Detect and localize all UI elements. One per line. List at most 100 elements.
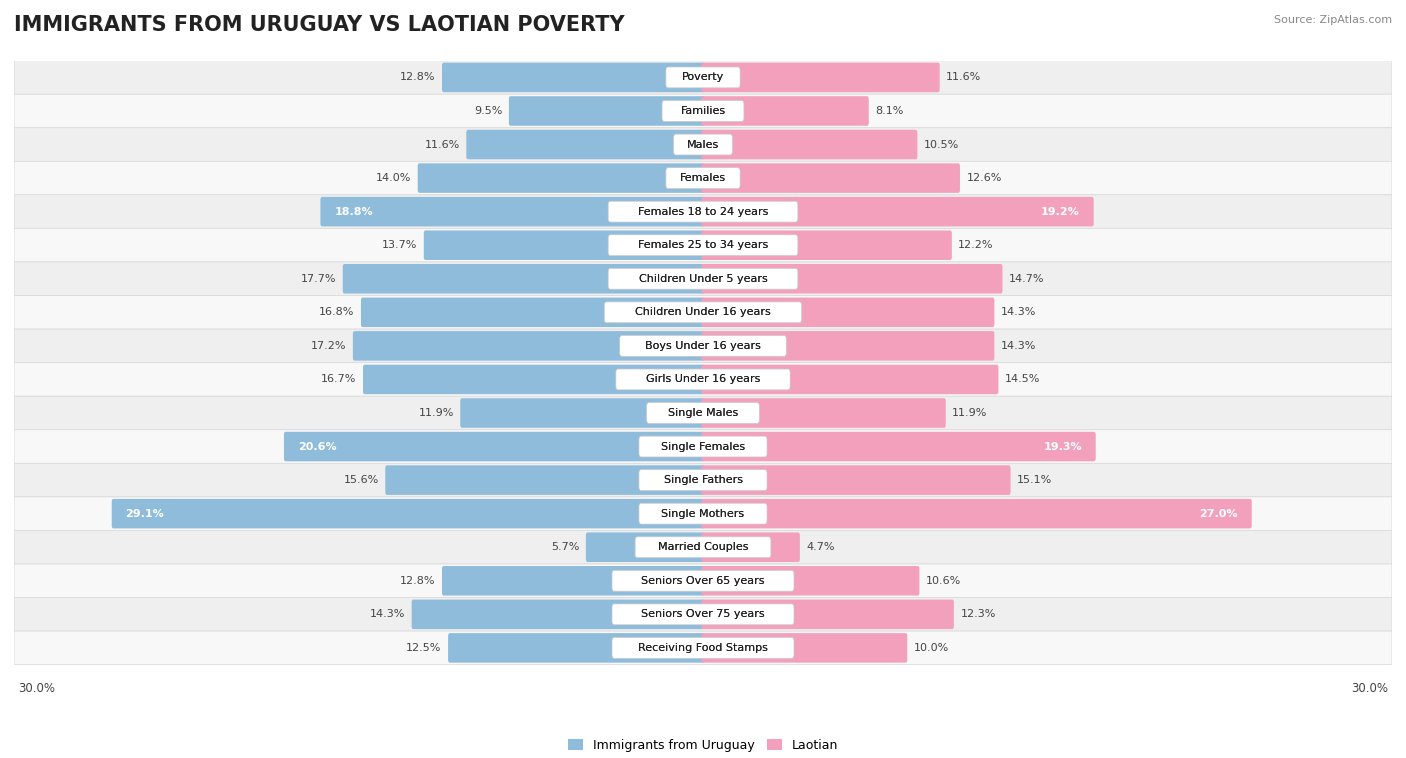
FancyBboxPatch shape bbox=[14, 430, 1392, 463]
FancyBboxPatch shape bbox=[14, 195, 1392, 228]
FancyBboxPatch shape bbox=[612, 637, 794, 658]
FancyBboxPatch shape bbox=[361, 298, 704, 327]
FancyBboxPatch shape bbox=[662, 101, 744, 121]
Text: Girls Under 16 years: Girls Under 16 years bbox=[645, 374, 761, 384]
Text: Children Under 5 years: Children Under 5 years bbox=[638, 274, 768, 283]
Text: Receiving Food Stamps: Receiving Food Stamps bbox=[638, 643, 768, 653]
Text: 16.7%: 16.7% bbox=[321, 374, 357, 384]
FancyBboxPatch shape bbox=[612, 570, 794, 591]
Text: 4.7%: 4.7% bbox=[807, 542, 835, 553]
FancyBboxPatch shape bbox=[14, 296, 1392, 329]
Text: 10.6%: 10.6% bbox=[927, 576, 962, 586]
Text: Single Fathers: Single Fathers bbox=[664, 475, 742, 485]
Text: 10.5%: 10.5% bbox=[924, 139, 959, 149]
Text: 9.5%: 9.5% bbox=[474, 106, 502, 116]
Text: 11.6%: 11.6% bbox=[946, 73, 981, 83]
FancyBboxPatch shape bbox=[423, 230, 704, 260]
Text: 15.6%: 15.6% bbox=[343, 475, 378, 485]
FancyBboxPatch shape bbox=[616, 369, 790, 390]
FancyBboxPatch shape bbox=[702, 331, 994, 361]
FancyBboxPatch shape bbox=[14, 329, 1392, 362]
Text: Single Fathers: Single Fathers bbox=[664, 475, 742, 485]
Text: 19.3%: 19.3% bbox=[1043, 442, 1083, 452]
FancyBboxPatch shape bbox=[509, 96, 704, 126]
FancyBboxPatch shape bbox=[14, 362, 1392, 396]
Text: Single Mothers: Single Mothers bbox=[661, 509, 745, 518]
FancyBboxPatch shape bbox=[702, 96, 869, 126]
Text: 13.7%: 13.7% bbox=[382, 240, 418, 250]
FancyBboxPatch shape bbox=[385, 465, 704, 495]
Text: 18.8%: 18.8% bbox=[335, 207, 373, 217]
Text: 14.5%: 14.5% bbox=[1005, 374, 1040, 384]
Text: 12.5%: 12.5% bbox=[406, 643, 441, 653]
FancyBboxPatch shape bbox=[14, 531, 1392, 564]
Text: 17.7%: 17.7% bbox=[301, 274, 336, 283]
FancyBboxPatch shape bbox=[673, 134, 733, 155]
Text: 12.6%: 12.6% bbox=[966, 173, 1002, 183]
FancyBboxPatch shape bbox=[702, 163, 960, 193]
Text: Children Under 5 years: Children Under 5 years bbox=[638, 274, 768, 283]
Text: Seniors Over 75 years: Seniors Over 75 years bbox=[641, 609, 765, 619]
Text: Source: ZipAtlas.com: Source: ZipAtlas.com bbox=[1274, 15, 1392, 25]
FancyBboxPatch shape bbox=[636, 537, 770, 558]
FancyBboxPatch shape bbox=[638, 503, 768, 524]
FancyBboxPatch shape bbox=[702, 230, 952, 260]
Text: Poverty: Poverty bbox=[682, 73, 724, 83]
FancyBboxPatch shape bbox=[14, 94, 1392, 128]
FancyBboxPatch shape bbox=[353, 331, 704, 361]
FancyBboxPatch shape bbox=[284, 432, 704, 462]
Text: Married Couples: Married Couples bbox=[658, 542, 748, 553]
Text: Single Females: Single Females bbox=[661, 442, 745, 452]
FancyBboxPatch shape bbox=[702, 63, 939, 92]
FancyBboxPatch shape bbox=[638, 470, 768, 490]
Text: Single Males: Single Males bbox=[668, 408, 738, 418]
Text: 14.3%: 14.3% bbox=[1001, 341, 1036, 351]
Text: Children Under 16 years: Children Under 16 years bbox=[636, 307, 770, 318]
FancyBboxPatch shape bbox=[14, 564, 1392, 597]
FancyBboxPatch shape bbox=[609, 201, 797, 222]
Text: 17.2%: 17.2% bbox=[311, 341, 346, 351]
FancyBboxPatch shape bbox=[609, 235, 797, 255]
Text: Males: Males bbox=[688, 139, 718, 149]
FancyBboxPatch shape bbox=[441, 566, 704, 596]
Text: Single Mothers: Single Mothers bbox=[661, 509, 745, 518]
FancyBboxPatch shape bbox=[412, 600, 704, 629]
FancyBboxPatch shape bbox=[14, 161, 1392, 195]
FancyBboxPatch shape bbox=[702, 298, 994, 327]
FancyBboxPatch shape bbox=[14, 497, 1392, 531]
Text: Females 18 to 24 years: Females 18 to 24 years bbox=[638, 207, 768, 217]
Text: Married Couples: Married Couples bbox=[658, 542, 748, 553]
Text: 27.0%: 27.0% bbox=[1199, 509, 1237, 518]
Text: Families: Families bbox=[681, 106, 725, 116]
FancyBboxPatch shape bbox=[449, 633, 704, 662]
FancyBboxPatch shape bbox=[702, 264, 1002, 293]
Text: Females 25 to 34 years: Females 25 to 34 years bbox=[638, 240, 768, 250]
Text: Girls Under 16 years: Girls Under 16 years bbox=[645, 374, 761, 384]
Text: 11.6%: 11.6% bbox=[425, 139, 460, 149]
FancyBboxPatch shape bbox=[14, 262, 1392, 296]
Text: 29.1%: 29.1% bbox=[125, 509, 165, 518]
Text: 15.1%: 15.1% bbox=[1017, 475, 1052, 485]
FancyBboxPatch shape bbox=[612, 604, 794, 625]
Text: 12.2%: 12.2% bbox=[959, 240, 994, 250]
Text: Seniors Over 65 years: Seniors Over 65 years bbox=[641, 576, 765, 586]
Text: Females 25 to 34 years: Females 25 to 34 years bbox=[638, 240, 768, 250]
FancyBboxPatch shape bbox=[363, 365, 704, 394]
FancyBboxPatch shape bbox=[321, 197, 704, 227]
Legend: Immigrants from Uruguay, Laotian: Immigrants from Uruguay, Laotian bbox=[562, 734, 844, 756]
FancyBboxPatch shape bbox=[605, 302, 801, 323]
FancyBboxPatch shape bbox=[666, 168, 740, 189]
Text: 14.0%: 14.0% bbox=[375, 173, 411, 183]
FancyBboxPatch shape bbox=[702, 566, 920, 596]
Text: Females: Females bbox=[681, 173, 725, 183]
Text: 14.3%: 14.3% bbox=[370, 609, 405, 619]
FancyBboxPatch shape bbox=[14, 228, 1392, 262]
FancyBboxPatch shape bbox=[14, 128, 1392, 161]
FancyBboxPatch shape bbox=[460, 398, 704, 428]
FancyBboxPatch shape bbox=[343, 264, 704, 293]
Text: 11.9%: 11.9% bbox=[419, 408, 454, 418]
FancyBboxPatch shape bbox=[702, 499, 1251, 528]
Text: Single Males: Single Males bbox=[668, 408, 738, 418]
Text: IMMIGRANTS FROM URUGUAY VS LAOTIAN POVERTY: IMMIGRANTS FROM URUGUAY VS LAOTIAN POVER… bbox=[14, 15, 624, 35]
FancyBboxPatch shape bbox=[702, 633, 907, 662]
